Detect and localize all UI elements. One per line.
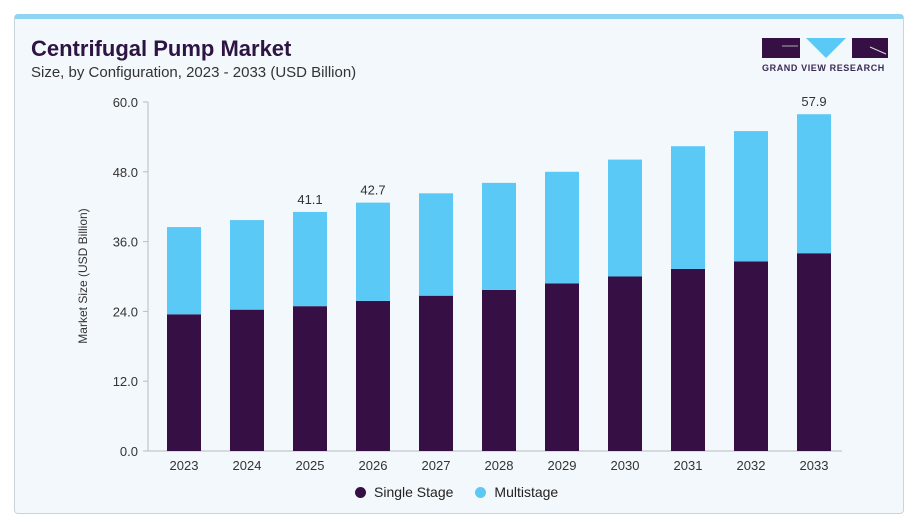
legend-swatch xyxy=(475,487,487,498)
chart-title: Centrifugal Pump Market xyxy=(31,36,292,61)
bar-single-stage-2028 xyxy=(482,289,516,451)
x-tick-label: 2028 xyxy=(485,458,514,473)
y-tick-label: 24.0 xyxy=(113,304,138,319)
bar-single-stage-2027 xyxy=(419,295,453,451)
bar-single-stage-2031 xyxy=(671,268,705,451)
bar-single-stage-2025 xyxy=(293,306,327,451)
x-tick-label: 2024 xyxy=(233,458,262,473)
legend-item-multistage: Multistage xyxy=(475,484,558,500)
legend-swatch xyxy=(355,487,366,498)
data-label-2026: 42.7 xyxy=(360,183,385,198)
bar-multistage-2030 xyxy=(608,159,642,277)
bar-multistage-2025 xyxy=(293,211,327,307)
x-tick-label: 2025 xyxy=(296,458,325,473)
bar-multistage-2026 xyxy=(356,202,390,301)
bar-multistage-2023 xyxy=(167,227,201,315)
y-tick-label: 60.0 xyxy=(113,95,138,110)
legend: Single Stage Multistage xyxy=(355,484,558,500)
y-tick-label: 12.0 xyxy=(113,374,138,389)
bar-single-stage-2024 xyxy=(230,309,264,451)
x-tick-label: 2033 xyxy=(800,458,829,473)
bar-multistage-2027 xyxy=(419,193,453,296)
data-label-2033: 57.9 xyxy=(801,94,826,109)
grand-view-research-logo xyxy=(762,38,892,65)
bar-single-stage-2026 xyxy=(356,300,390,451)
bar-single-stage-2033 xyxy=(797,253,831,451)
y-tick-label: 0.0 xyxy=(120,444,138,459)
bar-multistage-2033 xyxy=(797,114,831,254)
bar-multistage-2024 xyxy=(230,220,264,310)
bar-single-stage-2023 xyxy=(167,314,201,451)
bar-multistage-2032 xyxy=(734,131,768,262)
x-tick-label: 2027 xyxy=(422,458,451,473)
logo-text: GRAND VIEW RESEARCH xyxy=(762,63,885,73)
legend-item-single-stage: Single Stage xyxy=(355,484,453,500)
bar-multistage-2029 xyxy=(545,171,579,284)
bar-single-stage-2029 xyxy=(545,283,579,451)
bar-multistage-2031 xyxy=(671,146,705,269)
legend-label: Single Stage xyxy=(374,484,454,500)
y-axis-label: Market Size (USD Billion) xyxy=(76,208,90,343)
chart-subtitle: Size, by Configuration, 2023 - 2033 (USD… xyxy=(31,64,357,81)
bar-single-stage-2032 xyxy=(734,261,768,451)
x-tick-label: 2026 xyxy=(359,458,388,473)
x-tick-label: 2031 xyxy=(674,458,703,473)
bar-multistage-2028 xyxy=(482,182,516,290)
bar-single-stage-2030 xyxy=(608,276,642,451)
x-tick-label: 2029 xyxy=(548,458,577,473)
y-tick-label: 36.0 xyxy=(113,235,138,250)
x-tick-label: 2023 xyxy=(170,458,199,473)
data-label-2025: 41.1 xyxy=(297,192,322,207)
x-tick-label: 2032 xyxy=(737,458,766,473)
legend-label: Multistage xyxy=(494,484,559,500)
x-tick-label: 2030 xyxy=(611,458,640,473)
y-tick-label: 48.0 xyxy=(113,165,138,180)
